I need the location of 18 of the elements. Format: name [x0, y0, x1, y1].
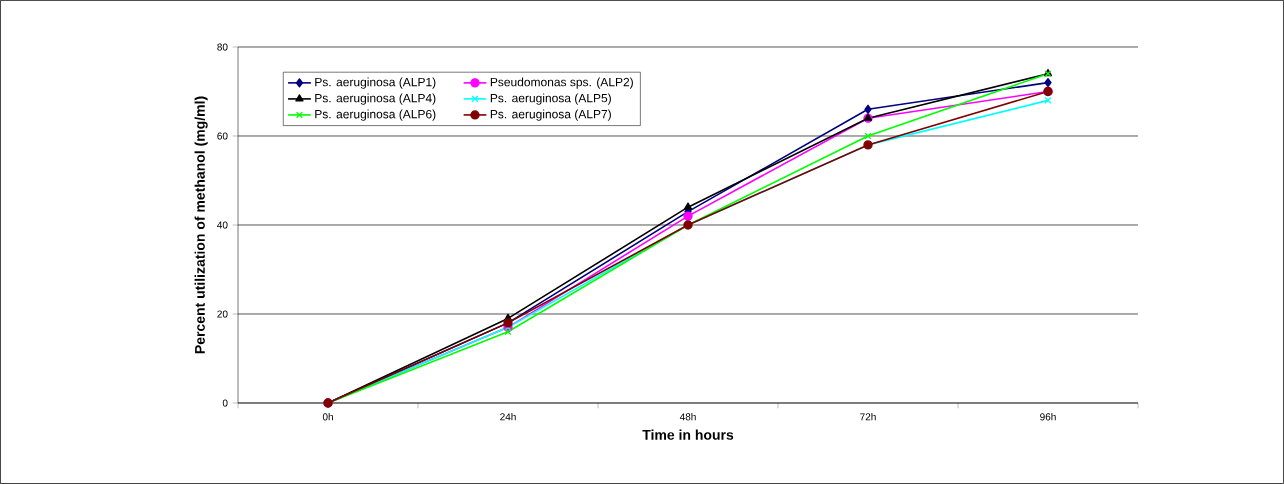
legend-label: Ps. aeruginosa (ALP1): [315, 77, 436, 89]
y-axis-title: Percent utilization of methanol (mg/ml): [194, 96, 208, 354]
legend-label: Ps. aeruginosa (ALP6): [315, 109, 436, 121]
y-tick-label: 40: [217, 221, 228, 229]
y-tick-label: 60: [217, 132, 228, 140]
x-tick-label: 96h: [1040, 413, 1056, 421]
x-axis-title: Time in hours: [642, 429, 734, 440]
legend-label: Pseudomonas sps. (ALP2): [490, 77, 633, 89]
y-tick-label: 0: [222, 399, 228, 407]
x-tick-label: 0h: [322, 413, 333, 421]
legend-label: Ps. aeruginosa (ALP5): [490, 93, 611, 105]
x-tick-label: 48h: [679, 413, 696, 421]
y-tick-label: 80: [217, 43, 228, 51]
x-tick-label: 24h: [500, 413, 516, 421]
legend-label: Ps. aeruginosa (ALP7): [490, 109, 611, 121]
y-tick-label: 20: [217, 310, 228, 318]
legend-label: Ps. aeruginosa (ALP4): [315, 93, 436, 105]
x-tick-label: 72h: [860, 413, 876, 421]
